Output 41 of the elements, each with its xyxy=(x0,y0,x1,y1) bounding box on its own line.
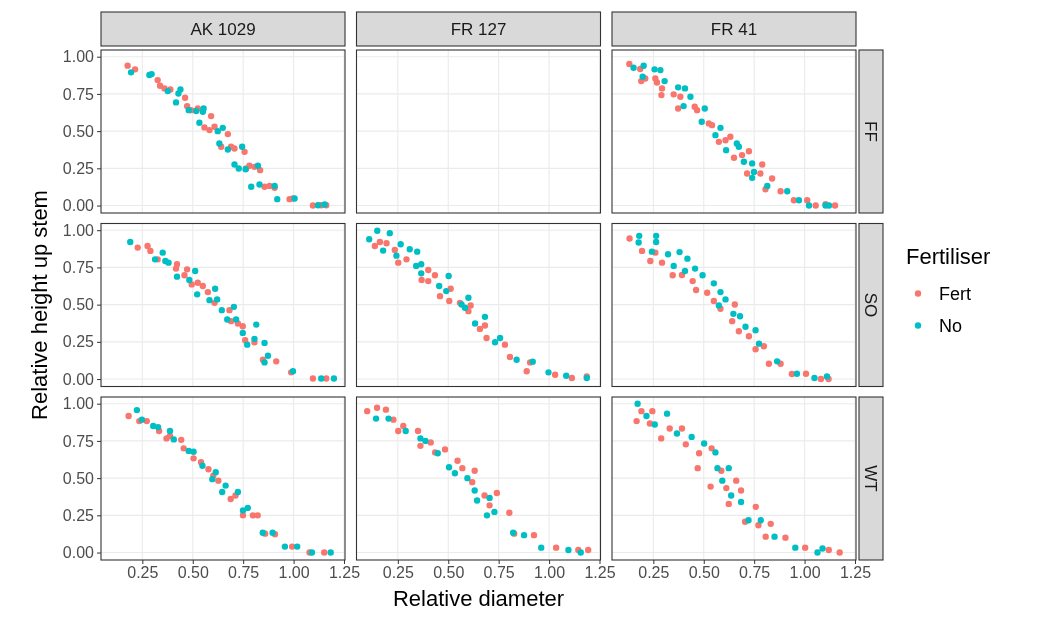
y-tick-label: 0.75 xyxy=(62,259,95,277)
x-tick-label: 0.75 xyxy=(483,564,515,582)
y-tick-label: 0.75 xyxy=(62,85,95,103)
text: SO xyxy=(861,292,881,318)
legend-title: Fertiliser xyxy=(906,243,991,269)
x-tick-label: 0.25 xyxy=(382,564,415,582)
x-tick-label: 1.00 xyxy=(534,564,566,582)
x-tick-label: 0.50 xyxy=(177,564,209,582)
y-tick-label: 0.00 xyxy=(62,544,95,562)
y-tick-label: 0.50 xyxy=(62,296,95,314)
x-tick-label: 0.50 xyxy=(433,564,465,582)
y-tick-label: 0.00 xyxy=(62,197,95,215)
y-tick-label: 0.25 xyxy=(62,159,95,177)
x-tick-label: 1.25 xyxy=(839,564,872,582)
y-tick-label: 1.00 xyxy=(62,48,95,66)
chart-title: FR 41 xyxy=(710,19,758,39)
y-tick-label: 0.50 xyxy=(62,469,95,487)
x-tick-label: 1.00 xyxy=(278,564,310,582)
text: FF xyxy=(861,121,881,142)
x-tick-label: 1.00 xyxy=(789,564,821,582)
chart-title: AK 1029 xyxy=(190,19,256,39)
x-tick-label: 0.25 xyxy=(638,564,670,582)
x-tick-label: 1.25 xyxy=(328,564,361,582)
x-axis-title: Relative diameter xyxy=(392,586,565,611)
x-tick-label: 0.75 xyxy=(228,564,260,582)
y-tick-label: 0.25 xyxy=(62,506,95,524)
y-tick-label: 1.00 xyxy=(62,221,95,239)
y-axis-title: Relative height up stem xyxy=(26,190,52,420)
y-tick-label: 0.25 xyxy=(62,333,95,351)
chart-title: FR 127 xyxy=(450,19,507,39)
text: WT xyxy=(861,465,881,492)
y-tick-label: 1.00 xyxy=(62,395,95,413)
x-tick-label: 0.75 xyxy=(739,564,771,582)
legend-label: Fert xyxy=(939,283,972,304)
x-tick-label: 1.25 xyxy=(584,564,616,582)
legend-label: No xyxy=(939,315,963,336)
x-tick-label: 0.25 xyxy=(127,564,159,582)
y-tick-label: 0.50 xyxy=(62,122,95,140)
y-tick-label: 0.75 xyxy=(62,432,95,450)
y-tick-label: 0.00 xyxy=(62,370,95,388)
x-tick-label: 0.50 xyxy=(688,564,720,582)
